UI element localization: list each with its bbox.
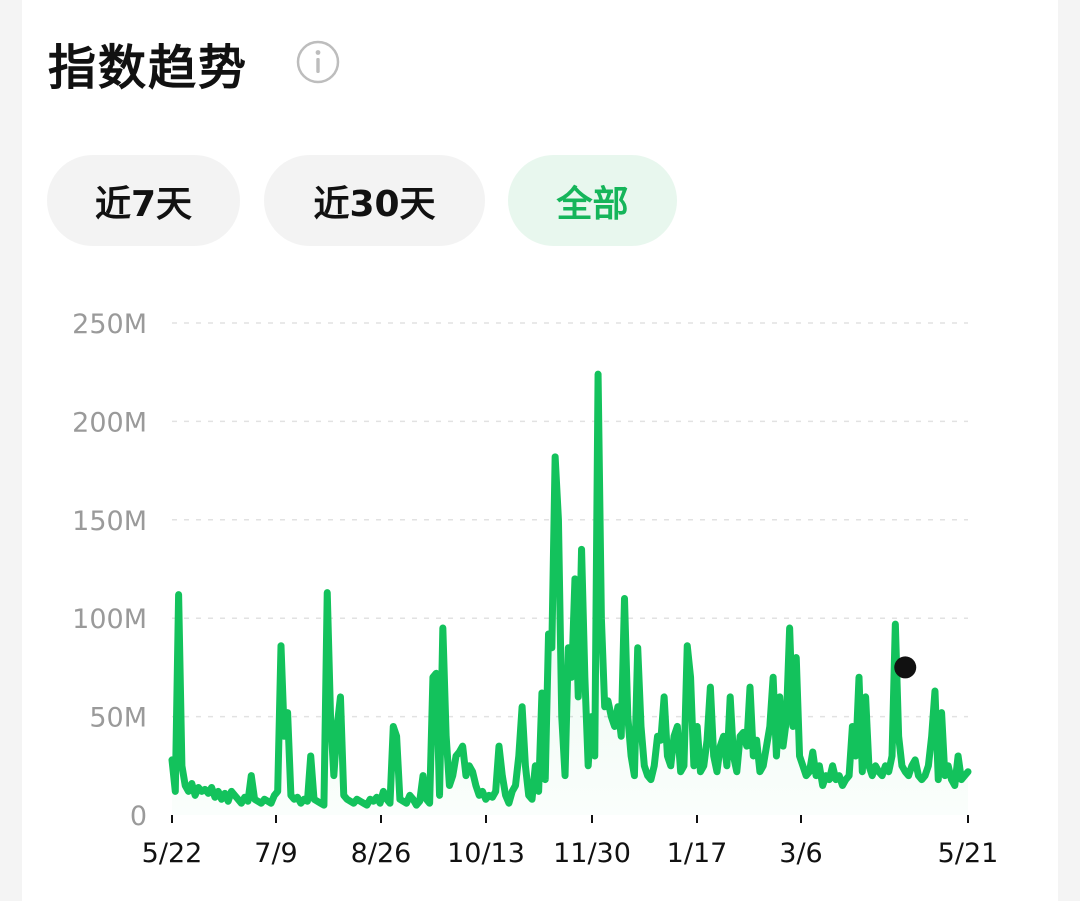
grid-lines (172, 322, 968, 718)
y-tick-label: 0 (130, 801, 147, 832)
x-tick-label: 7/9 (254, 838, 297, 869)
y-tick-label: 50M (89, 703, 147, 734)
x-tick-label: 10/13 (447, 838, 525, 869)
tab-7-days[interactable]: 近7天 (47, 155, 240, 246)
tab-30-days[interactable]: 近30天 (264, 155, 485, 246)
series-layer (168, 370, 972, 815)
x-tick-label: 5/22 (142, 838, 203, 869)
x-tick-label: 3/6 (779, 838, 822, 869)
x-tick-label: 1/17 (667, 838, 728, 869)
tab-all[interactable]: 全部 (508, 155, 677, 246)
y-tick-label: 150M (72, 506, 147, 537)
y-tick-label: 100M (72, 604, 147, 635)
highlight-point[interactable] (894, 656, 917, 679)
x-axis-labels: 5/22 7/9 8/26 10/13 11/30 1/17 3/6 5/21 (142, 815, 999, 869)
y-tick-label: 250M (72, 309, 147, 340)
x-tick-label: 8/26 (351, 838, 412, 869)
info-icon[interactable] (296, 40, 340, 84)
x-tick-label: 5/21 (938, 838, 999, 869)
y-axis-labels: 0 50M 100M 150M 200M 250M (72, 309, 147, 832)
page-title: 指数趋势 (48, 40, 249, 96)
y-tick-label: 200M (72, 407, 147, 438)
series-line (168, 370, 972, 809)
x-tick-label: 11/30 (553, 838, 631, 869)
series-area-fill (172, 374, 968, 815)
